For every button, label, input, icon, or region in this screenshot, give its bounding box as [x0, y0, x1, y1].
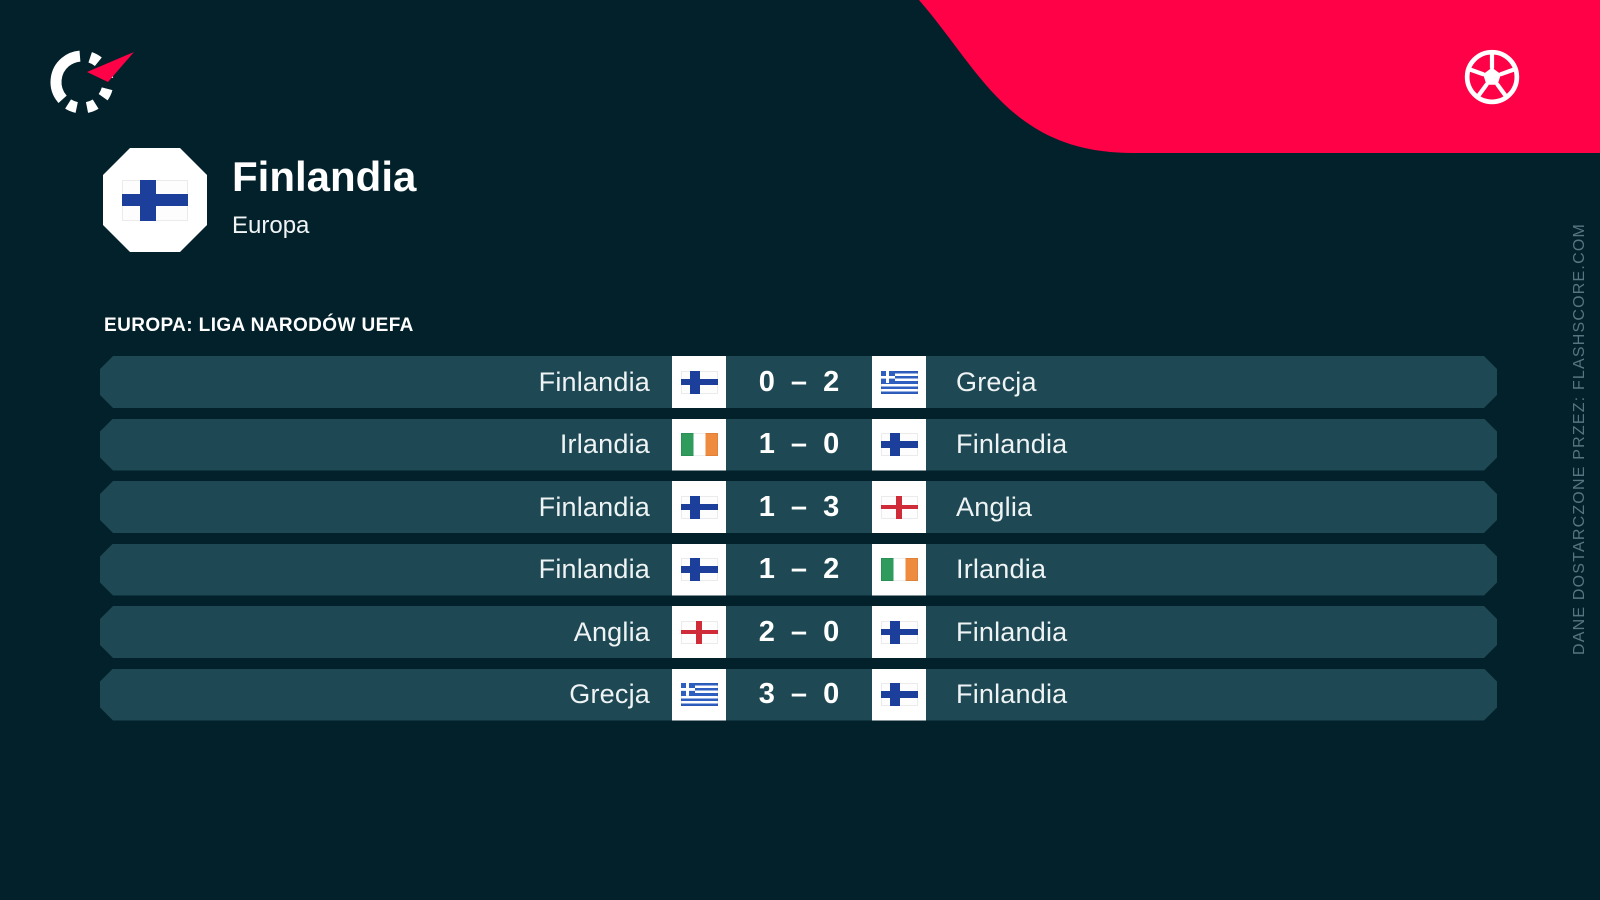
finland-flag: [681, 558, 718, 581]
page-title: Finlandia: [232, 153, 417, 200]
home-team-flag-box: [672, 481, 726, 533]
finland-flag: [122, 180, 188, 221]
match-row[interactable]: Irlandia 1–0 Finlandia: [100, 419, 1497, 471]
away-team-name: Finlandia: [956, 679, 1068, 709]
home-team-name: Finlandia: [538, 554, 650, 584]
match-row[interactable]: Anglia 2–0 Finlandia: [100, 606, 1497, 658]
match-row[interactable]: Grecja 3–0 Finlandia: [100, 669, 1497, 721]
away-team-name: Grecja: [956, 366, 1037, 397]
score-separator: –: [790, 615, 808, 648]
score: 1–2: [726, 544, 872, 596]
home-team-name: Finlandia: [538, 491, 650, 522]
score: 0–2: [726, 356, 872, 408]
home-team-name: Grecja: [569, 679, 650, 709]
score-separator: –: [790, 553, 808, 585]
home-score: 0: [758, 365, 775, 398]
greece-flag: [881, 371, 918, 394]
score: 2–0: [726, 606, 872, 658]
matches-list: Finlandia 0–2 Grecja Irlandia 1–0 Finlandia Fi…: [100, 356, 1497, 721]
logo-arrow: [87, 52, 134, 82]
score: 3–0: [726, 669, 872, 721]
away-team-name: Irlandia: [956, 554, 1047, 584]
score-separator: –: [790, 365, 808, 398]
finland-flag: [681, 496, 718, 519]
home-team-flag-box: [672, 356, 726, 408]
away-score: 0: [823, 678, 840, 710]
flashscore-logo-icon[interactable]: [46, 44, 146, 124]
score-separator: –: [790, 490, 808, 523]
ireland-flag: [681, 433, 718, 456]
match-row[interactable]: Finlandia 0–2 Grecja: [100, 356, 1497, 408]
home-score: 2: [758, 615, 775, 648]
away-team-flag-box: [872, 419, 926, 471]
home-score: 1: [758, 553, 775, 585]
match-row[interactable]: Finlandia 1–3 Anglia: [100, 481, 1497, 533]
score: 1–0: [726, 419, 872, 471]
home-team-name: Finlandia: [538, 366, 650, 397]
finland-flag: [881, 621, 918, 644]
england-flag: [681, 621, 718, 644]
away-team-flag-box: [872, 669, 926, 721]
region-subtitle: Europa: [232, 212, 310, 239]
away-score: 3: [823, 490, 840, 523]
red-swoosh-banner: [919, 0, 1600, 153]
score-separator: –: [790, 428, 808, 460]
home-team-flag-box: [672, 669, 726, 721]
team-header: Finlandia Europa: [232, 153, 416, 241]
away-team-name: Finlandia: [956, 429, 1068, 459]
away-team-name: Finlandia: [956, 616, 1068, 647]
away-team-flag-box: [872, 481, 926, 533]
section-title: EUROPA: LIGA NARODÓW UEFA: [104, 315, 414, 336]
finland-flag: [681, 371, 718, 394]
home-score: 3: [758, 678, 775, 710]
home-team-name: Anglia: [573, 616, 650, 647]
away-team-flag-box: [872, 606, 926, 658]
finland-flag: [881, 433, 918, 456]
away-score: 0: [823, 615, 840, 648]
score: 1–3: [726, 481, 872, 533]
home-team-flag-box: [672, 544, 726, 596]
england-flag: [881, 496, 918, 519]
home-team-flag-box: [672, 419, 726, 471]
home-score: 1: [758, 428, 775, 460]
finland-flag: [881, 683, 918, 706]
home-team-name: Irlandia: [559, 429, 650, 459]
home-team-flag-box: [672, 606, 726, 658]
provider-credit-text: DANE DOSTARCZONE PRZEZ: FLASHSCORE.COM: [1571, 222, 1588, 655]
away-score: 2: [823, 553, 840, 585]
score-separator: –: [790, 678, 808, 710]
greece-flag: [681, 683, 718, 706]
ireland-flag: [881, 558, 918, 581]
team-badge: [103, 148, 207, 252]
away-team-flag-box: [872, 544, 926, 596]
away-team-name: Anglia: [956, 491, 1033, 522]
away-score: 0: [823, 428, 840, 460]
match-row[interactable]: Finlandia 1–2 Irlandia: [100, 544, 1497, 596]
away-score: 2: [823, 365, 840, 398]
football-icon: [1464, 49, 1520, 105]
home-score: 1: [758, 490, 775, 523]
away-team-flag-box: [872, 356, 926, 408]
